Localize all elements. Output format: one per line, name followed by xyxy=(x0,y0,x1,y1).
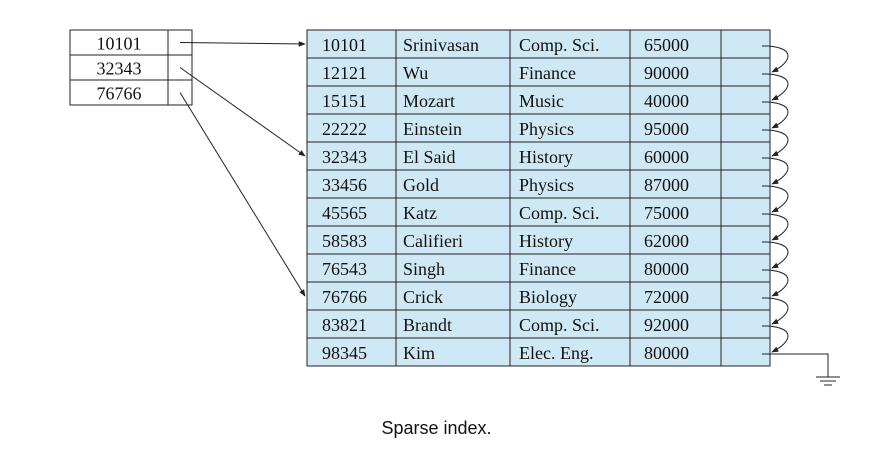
chain-pointer xyxy=(762,101,789,129)
cell-name: Katz xyxy=(403,203,437,223)
cell-id: 58583 xyxy=(322,231,367,251)
cell-dept: Finance xyxy=(519,63,576,83)
chain-pointer xyxy=(762,185,789,213)
cell-dept: Biology xyxy=(519,287,577,307)
chain-pointer xyxy=(762,297,789,325)
figure-caption: Sparse index. xyxy=(381,418,492,438)
cell-name: Srinivasan xyxy=(403,35,479,55)
chain-pointer xyxy=(762,73,789,101)
cell-salary: 87000 xyxy=(644,175,689,195)
cell-salary: 65000 xyxy=(644,35,689,55)
cell-name: Brandt xyxy=(403,315,452,335)
index-block: 10101 32343 76766 xyxy=(69,29,193,106)
cell-salary: 95000 xyxy=(644,119,689,139)
index-key: 32343 xyxy=(97,59,142,79)
cell-dept: History xyxy=(519,147,573,167)
chain-pointer xyxy=(762,157,789,185)
index-pointer-arrow xyxy=(179,41,306,47)
cell-salary: 40000 xyxy=(644,91,689,111)
cell-id: 10101 xyxy=(322,35,367,55)
cell-id: 98345 xyxy=(322,343,367,363)
cell-salary: 72000 xyxy=(644,287,689,307)
chain-pointer xyxy=(762,325,789,353)
chain-pointer xyxy=(762,45,789,73)
cell-name: Mozart xyxy=(403,91,455,111)
index-pointer-arrow xyxy=(179,92,306,297)
index-pointer-arrow xyxy=(179,67,306,157)
cell-dept: Finance xyxy=(519,259,576,279)
cell-dept: History xyxy=(519,231,573,251)
record-chain-pointers xyxy=(762,45,840,386)
index-key: 10101 xyxy=(97,34,142,54)
cell-salary: 60000 xyxy=(644,147,689,167)
cell-name: Wu xyxy=(403,63,428,83)
cell-name: El Said xyxy=(403,147,456,167)
cell-id: 15151 xyxy=(322,91,367,111)
chain-pointer xyxy=(762,269,789,297)
cell-dept: Comp. Sci. xyxy=(519,35,600,55)
chain-pointer xyxy=(762,241,789,269)
cell-salary: 75000 xyxy=(644,203,689,223)
cell-dept: Physics xyxy=(519,119,574,139)
cell-name: Kim xyxy=(403,343,435,363)
cell-id: 76543 xyxy=(322,259,367,279)
cell-name: Crick xyxy=(403,287,443,307)
cell-id: 45565 xyxy=(322,203,367,223)
cell-id: 12121 xyxy=(322,63,367,83)
cell-salary: 62000 xyxy=(644,231,689,251)
cell-id: 76766 xyxy=(322,287,367,307)
cell-id: 22222 xyxy=(322,119,367,139)
cell-salary: 92000 xyxy=(644,315,689,335)
cell-id: 32343 xyxy=(322,147,367,167)
cell-name: Califieri xyxy=(403,231,463,251)
cell-dept: Physics xyxy=(519,175,574,195)
index-key: 76766 xyxy=(97,84,142,104)
cell-name: Gold xyxy=(403,175,439,195)
cell-salary: 90000 xyxy=(644,63,689,83)
cell-dept: Comp. Sci. xyxy=(519,315,600,335)
cell-dept: Elec. Eng. xyxy=(519,343,593,363)
null-pointer-line xyxy=(762,353,829,377)
data-file-table: 10101 Srinivasan Comp. Sci. 65000 12121 Wu Fin… xyxy=(306,29,771,367)
cell-name: Singh xyxy=(403,259,445,279)
cell-id: 33456 xyxy=(322,175,367,195)
cell-dept: Comp. Sci. xyxy=(519,203,600,223)
cell-dept: Music xyxy=(519,91,564,111)
chain-pointer xyxy=(762,213,789,241)
chain-pointer xyxy=(762,129,789,157)
cell-name: Einstein xyxy=(403,119,462,139)
cell-salary: 80000 xyxy=(644,343,689,363)
index-pointers xyxy=(179,41,306,297)
cell-salary: 80000 xyxy=(644,259,689,279)
cell-id: 83821 xyxy=(322,315,367,335)
index-frame xyxy=(69,29,193,106)
